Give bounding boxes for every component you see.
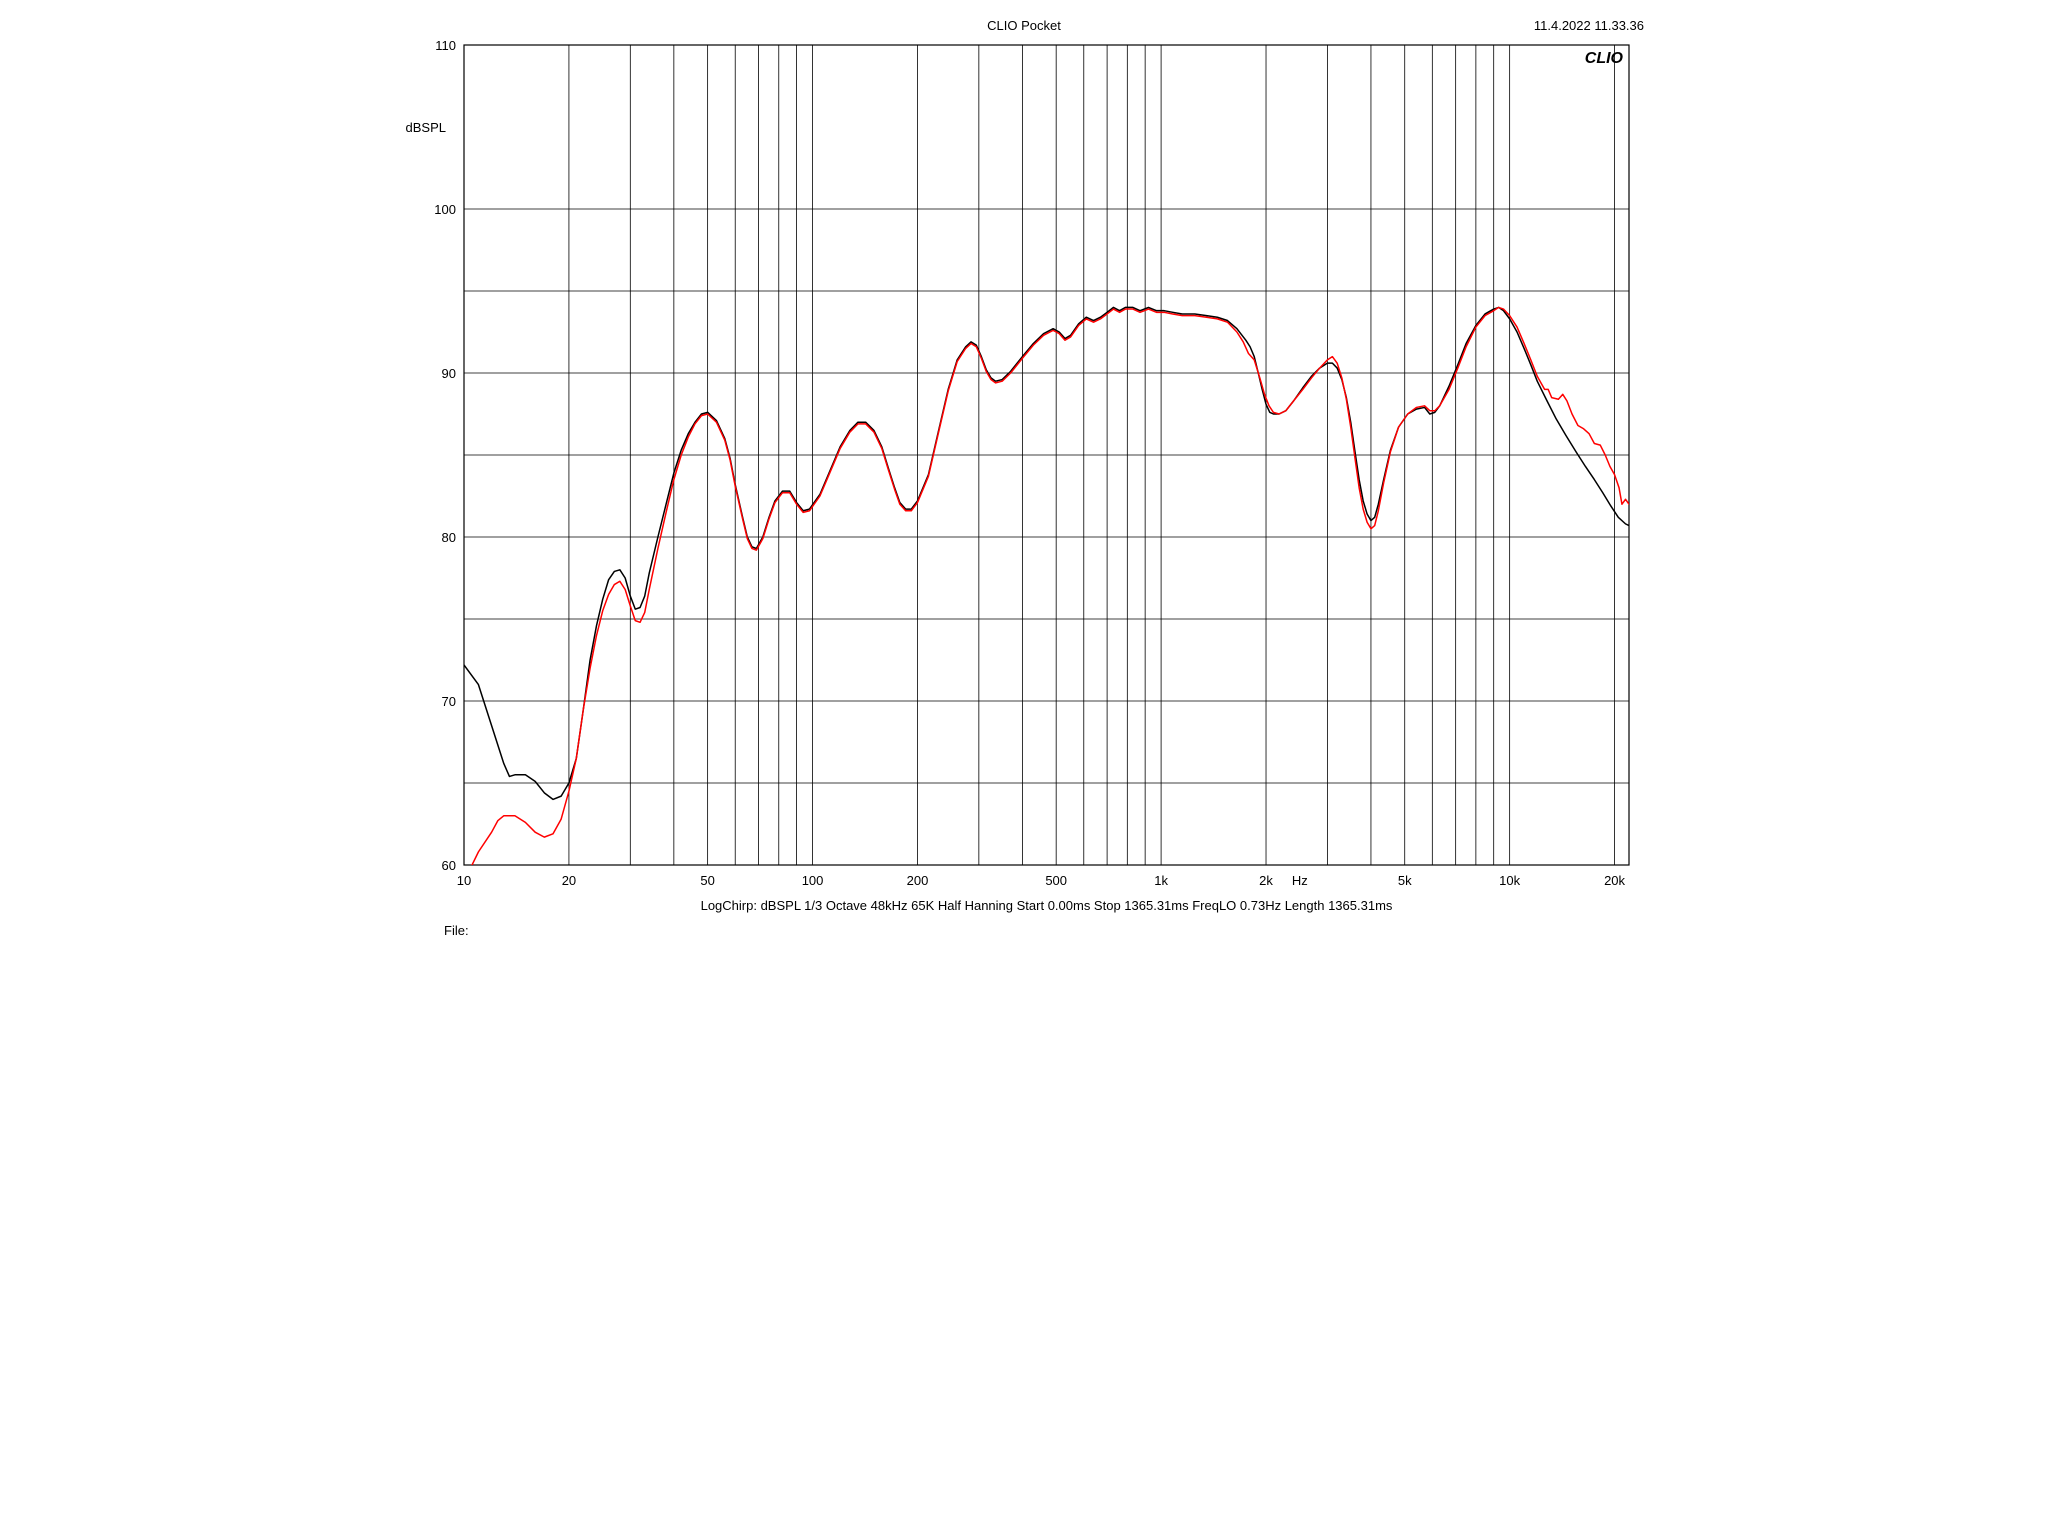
x-tick-label: 20k [1604, 873, 1625, 888]
x-tick-label: 10k [1499, 873, 1520, 888]
y-tick-label: 60 [442, 858, 456, 873]
x-tick-label: 1k [1154, 873, 1168, 888]
file-label: File: [444, 923, 469, 938]
brand-logo: CLIO [1585, 50, 1624, 67]
x-tick-label: 500 [1045, 873, 1067, 888]
y-tick-label: 70 [442, 694, 456, 709]
x-tick-label: 10 [457, 873, 471, 888]
x-tick-label: 2k [1259, 873, 1273, 888]
x-tick-label: 200 [907, 873, 929, 888]
chart-timestamp: 11.4.2022 11.33.36 [1534, 18, 1644, 33]
x-tick-label: 5k [1398, 873, 1412, 888]
chart-background [384, 0, 1664, 960]
y-tick-label: 100 [434, 202, 456, 217]
y-axis-unit: dBSPL [406, 120, 446, 135]
y-tick-label: 80 [442, 530, 456, 545]
chart-title: CLIO Pocket [987, 18, 1061, 33]
x-axis-unit: Hz [1292, 873, 1308, 888]
frequency-response-chart: CLIO Pocket 11.4.2022 11.33.36 60 70 80 90 100… [384, 0, 1664, 960]
x-tick-label: 100 [802, 873, 824, 888]
x-tick-label: 50 [700, 873, 714, 888]
x-tick-label: 20 [562, 873, 576, 888]
y-tick-label: 110 [435, 38, 456, 53]
y-tick-label: 90 [442, 366, 456, 381]
measurement-params: LogChirp: dBSPL 1/3 Octave 48kHz 65K Hal… [701, 898, 1393, 913]
